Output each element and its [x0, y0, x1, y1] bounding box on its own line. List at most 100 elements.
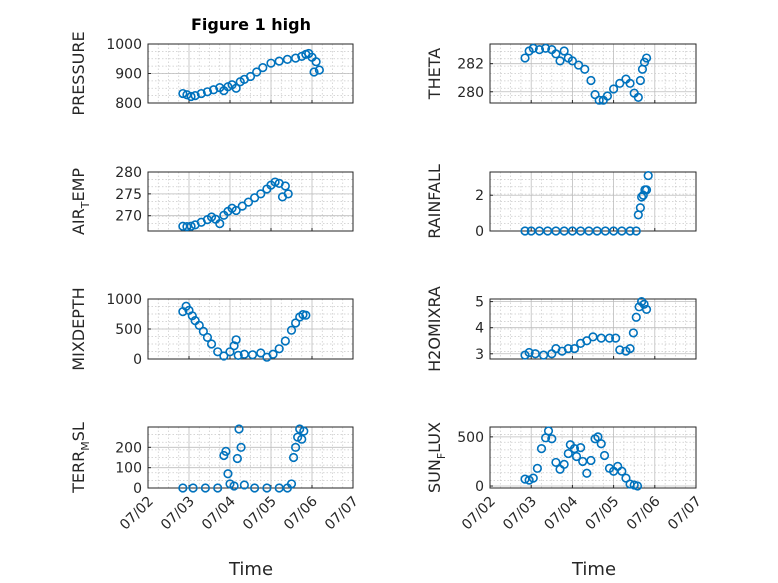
y-axis-label: THETA — [425, 48, 444, 100]
data-point — [288, 452, 299, 463]
y-axis-label: RAINFALL — [425, 164, 444, 239]
data-point — [534, 45, 545, 55]
data-point — [563, 343, 573, 354]
data-point — [571, 451, 582, 462]
data-point — [187, 311, 197, 321]
data-point — [186, 221, 196, 231]
y-axis-label: MIXDEPTH — [69, 287, 88, 370]
data-point — [611, 333, 621, 343]
data-point — [274, 56, 284, 66]
y-tick-label: 2 — [475, 188, 484, 204]
subplot-theta: 280 282 THETA — [425, 43, 697, 105]
x-axis-label-right: Time — [571, 559, 616, 580]
axes-frame — [489, 426, 697, 489]
figure-title: Figure 1 high — [191, 15, 311, 34]
y-axis-label: SUNFLUX — [425, 422, 448, 493]
y-tick-label: 280 — [115, 165, 142, 181]
x-tick-label: 07/05 — [583, 494, 623, 534]
y-tick-label: 100 — [115, 461, 142, 477]
data-point — [233, 350, 243, 361]
data-point — [202, 87, 213, 97]
data-point — [555, 56, 565, 66]
data-point — [282, 54, 293, 64]
data-point — [551, 49, 561, 59]
data-point — [190, 91, 200, 101]
y-axis-label: AIRTEMP — [69, 168, 92, 235]
data-point — [528, 473, 538, 483]
data-point — [274, 344, 284, 354]
data-point — [209, 85, 219, 95]
data-point — [538, 350, 549, 360]
data-point — [231, 83, 241, 93]
data-point — [250, 483, 260, 493]
data-point — [551, 457, 561, 468]
data-point — [573, 60, 584, 70]
x-tick-label: 07/03 — [500, 494, 540, 534]
data-point — [245, 71, 256, 82]
x-tick-label: 07/06 — [624, 493, 664, 533]
y-tick-label: 500 — [457, 430, 484, 446]
data-point — [633, 92, 643, 102]
data-point — [608, 84, 619, 94]
data-point — [582, 468, 592, 478]
x-tick-label: 07/03 — [158, 494, 198, 534]
y-axis-label: PRESSURE — [69, 31, 88, 115]
data-point — [252, 67, 262, 77]
data-point — [613, 461, 623, 471]
data-point — [178, 88, 188, 99]
data-point — [588, 332, 598, 342]
y-tick-label: 0 — [133, 352, 142, 368]
data-point — [576, 443, 586, 453]
data-point — [594, 95, 604, 105]
y-tick-label: 0 — [475, 224, 484, 240]
data-point — [243, 197, 254, 207]
data-point — [641, 185, 652, 195]
data-point — [599, 450, 610, 461]
data-point — [186, 91, 196, 102]
x-tick-label: 07/04 — [541, 493, 581, 533]
axes-frame — [489, 43, 697, 104]
data-point — [229, 481, 239, 491]
data-point — [641, 53, 652, 63]
subplot-h2omixra: 3 4 5 H2OMIXRA — [425, 286, 697, 372]
data-point — [631, 312, 641, 322]
data-point — [602, 91, 613, 101]
data-point — [194, 320, 204, 331]
y-tick-label: 3 — [475, 347, 484, 363]
data-point — [580, 64, 590, 74]
data-point — [615, 78, 625, 88]
subplot-sun_flux: 0 500 SUNFLUX 07/02 07/03 07/04 07/05 07/06 07/0… — [425, 422, 705, 533]
data-point — [628, 328, 638, 338]
data-point — [528, 43, 538, 53]
y-tick-label: 900 — [115, 67, 142, 83]
data-point — [291, 318, 301, 328]
data-point — [635, 203, 645, 213]
data-point — [213, 347, 223, 357]
data-point — [262, 483, 272, 493]
data-point — [258, 62, 268, 73]
data-point — [632, 481, 643, 491]
data-point — [182, 222, 192, 232]
data-point — [643, 170, 653, 181]
data-point — [625, 343, 635, 354]
data-point — [236, 442, 246, 452]
y-tick-label: 500 — [115, 322, 142, 338]
y-tick-label: 0 — [475, 479, 484, 495]
data-point — [621, 473, 631, 483]
subplot-mixdepth: 0 500 1000 MIXDEPTH — [69, 287, 354, 371]
data-point — [547, 434, 557, 444]
data-point — [314, 65, 324, 75]
data-point — [555, 464, 565, 474]
data-point — [239, 480, 249, 490]
y-tick-label: 1000 — [106, 292, 142, 308]
data-point — [311, 57, 321, 67]
data-point — [198, 326, 208, 337]
x-tick-label: 07/04 — [199, 493, 239, 533]
data-point — [178, 483, 188, 493]
data-point — [231, 205, 241, 216]
data-point — [266, 58, 276, 68]
data-point — [625, 78, 635, 88]
data-point — [541, 43, 551, 53]
data-point — [221, 446, 231, 457]
data-point — [286, 479, 297, 489]
